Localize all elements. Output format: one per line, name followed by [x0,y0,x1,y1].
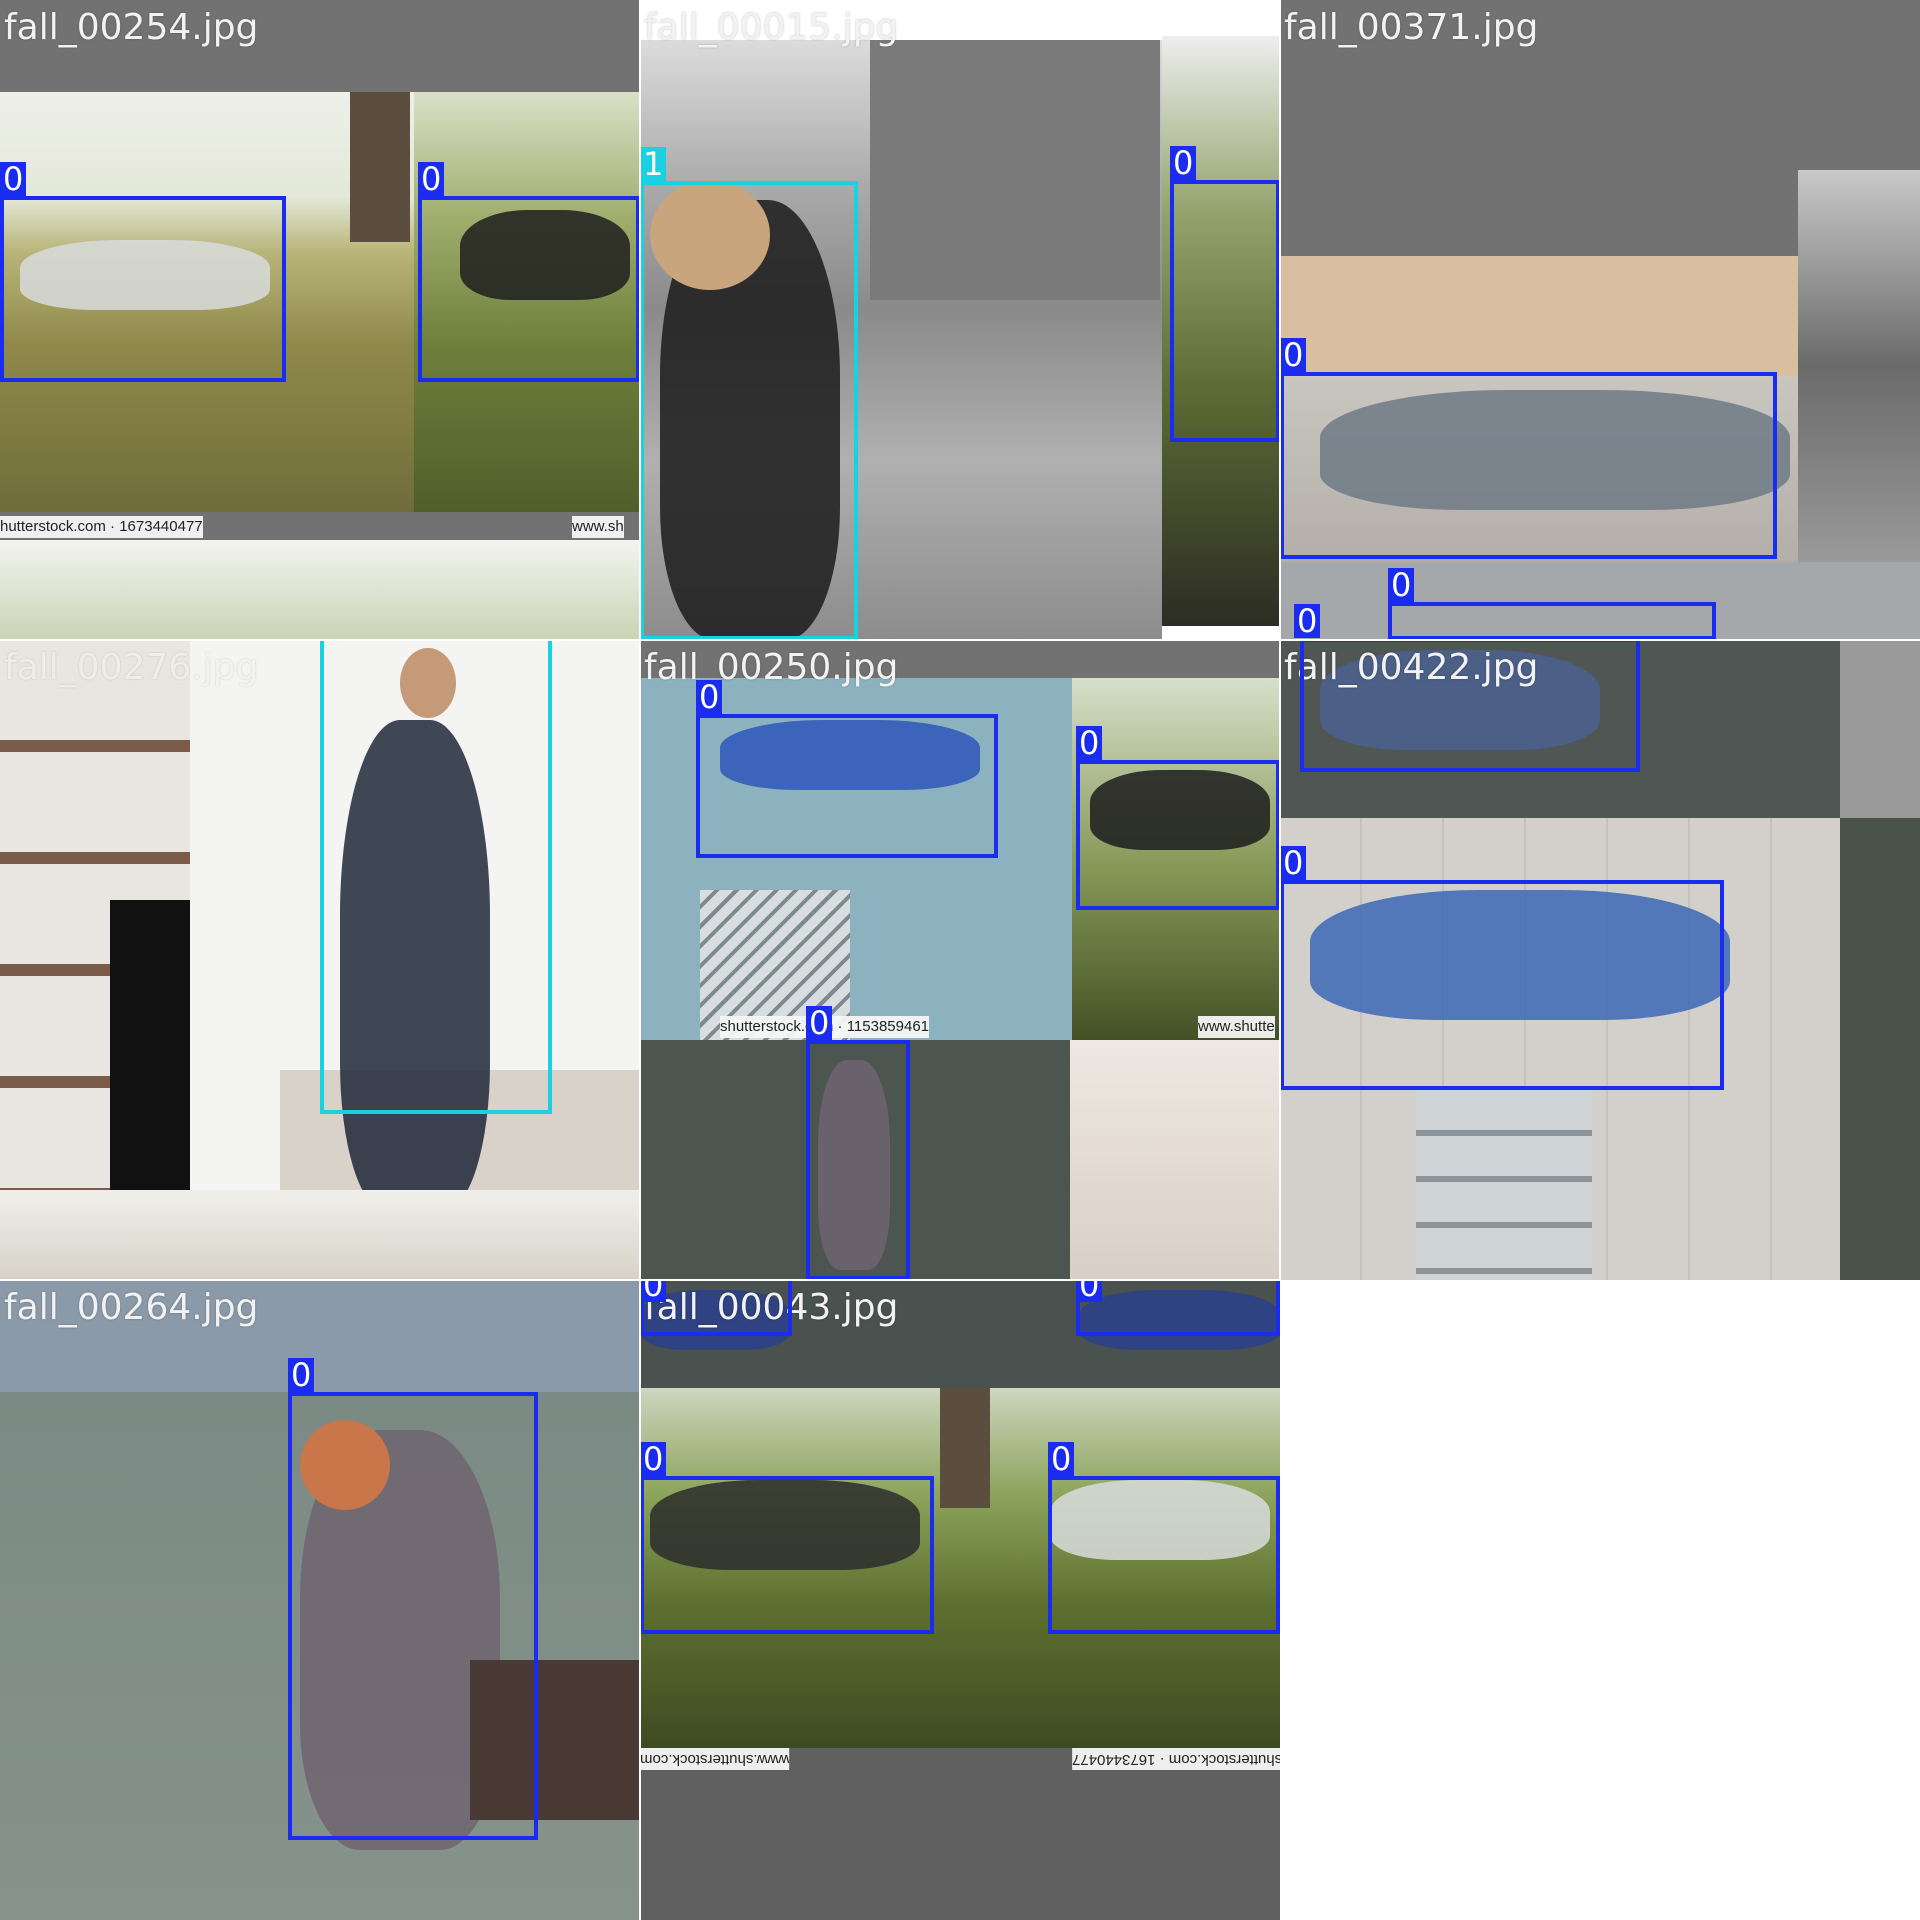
watermark-text-6: shutterstock.com · 1673440477 [1072,1748,1280,1770]
standing-man [340,720,490,1210]
bbox-fall: 0 [1076,726,1280,910]
class-label: 0 [640,1280,667,1302]
mosaic-tile-6: fall_00422.jpg 0 0 [1280,640,1920,1280]
class-label: 0 [0,162,27,196]
mosaic-tile-7: fall_00264.jpg 0 [0,1280,640,1920]
photo-park-strip [0,540,640,640]
class-label: 0 [1294,604,1321,638]
tile-filename: fall_00015.jpg [644,7,899,48]
class-label: 0 [640,1442,667,1476]
class-label: 0 [1388,568,1415,602]
photo-ladder-2 [1416,1090,1592,1280]
class-label: 0 [418,162,445,196]
photo-street-side [1798,170,1920,562]
tile-filename: fall_00371.jpg [1284,7,1539,48]
falling-child [818,1060,890,1270]
photo-floor-strip [1280,562,1920,640]
bbox-fall: 0 [806,1006,910,1280]
tile-filename: fall_00264.jpg [4,1287,259,1328]
fallen-man-office [1320,650,1600,750]
photo-office-wall [1280,256,1798,376]
child-head [300,1420,390,1510]
grid-divider-h2 [0,1279,1280,1281]
tile-filename: fall_00276.jpg [4,647,259,688]
mosaic-tile-3: fall_00371.jpg 0 0 0 [1280,0,1920,640]
man-head [400,648,456,718]
bbox-fall: 0 [1280,846,1724,1090]
grid-divider-v1 [639,0,641,1920]
bbox-fall: 0 [0,162,286,382]
mosaic-tile-5: shutterstock.com · 1153859461 www.shutte… [640,640,1280,1280]
bbox-fall: 0 [696,680,998,858]
photo-green-edge [1840,818,1920,1280]
class-label: 1 [640,147,667,181]
fallen-worker [720,720,980,790]
fallen-person-1 [20,240,270,310]
grid-divider-h1 [0,639,1920,641]
photo-dark-wall [110,900,190,1190]
bbox-fall: 0 [1170,146,1280,442]
class-label: 0 [1280,338,1307,372]
mosaic-tile-1: hutterstock.com · 1673440477 www.sh fall… [0,0,640,640]
bbox-person: 1 [320,640,552,1114]
class-label: 0 [696,680,723,714]
mosaic-tile-8: www.shutterstock.com shutterstock.com · … [640,1280,1280,1920]
watermark-text-4: www.shutte [1198,1016,1275,1038]
fallen-person-mirror-2 [1050,1480,1270,1560]
fallen-person-park [1090,770,1270,850]
fallen-person-mirror-1 [650,1480,920,1570]
bbox-fall: 0 [1300,640,1640,772]
photo-shelf-strip [0,1190,640,1280]
watermark-text-2: www.sh [572,516,624,538]
mosaic-tile-4: fall_00276.jpg 1 [0,640,640,1280]
fallen-worker-floor [1310,890,1730,1020]
photo-alamy-strip [1840,640,1920,818]
photo-park-edge [1162,36,1280,626]
class-label: 0 [1048,1442,1075,1476]
class-label: 0 [1170,146,1197,180]
photo-building [870,40,1160,300]
bbox-fall: 0 [418,162,640,382]
photo-living-room [1070,1040,1280,1280]
fallen-man [1320,390,1790,510]
fallen-person-2 [460,210,630,300]
photo-tree-trunk [350,92,410,242]
bbox-fall: 0 [1388,568,1716,640]
watermark-text-5: www.shutterstock.com [640,1748,790,1770]
bbox-fall: 0 [640,1280,792,1336]
watermark-text-1: hutterstock.com · 1673440477 [0,516,203,538]
photo-tree-trunk-2 [940,1388,990,1508]
photo-stool [470,1660,640,1820]
class-label: 0 [806,1006,833,1040]
bbox-person: 1 [640,147,858,640]
class-label: 0 [1076,726,1103,760]
bbox-fall: 0 [1048,1442,1280,1634]
woman-head [650,180,770,290]
bbox-fall: 0 [1076,1280,1280,1336]
tile-filename: fall_00250.jpg [644,647,899,688]
bbox-fall: 0 [640,1442,934,1634]
class-label: 0 [1280,846,1307,880]
photo-park-right [414,92,640,512]
bbox-fall: 0 [288,1358,538,1840]
class-label: 0 [1076,1280,1103,1302]
fallen-person-top-right [1080,1290,1280,1350]
class-label: 0 [288,1358,315,1392]
mosaic-tile-2: fall_00015.jpg 1 0 [640,0,1280,640]
tile-filename: fall_00254.jpg [4,7,259,48]
bbox-fall: 0 [1280,338,1777,559]
photo-park-corner [1072,678,1280,1050]
tile-filename: fall_00422.jpg [1284,647,1539,688]
tile-filename: fall_00043.jpg [644,1287,899,1328]
